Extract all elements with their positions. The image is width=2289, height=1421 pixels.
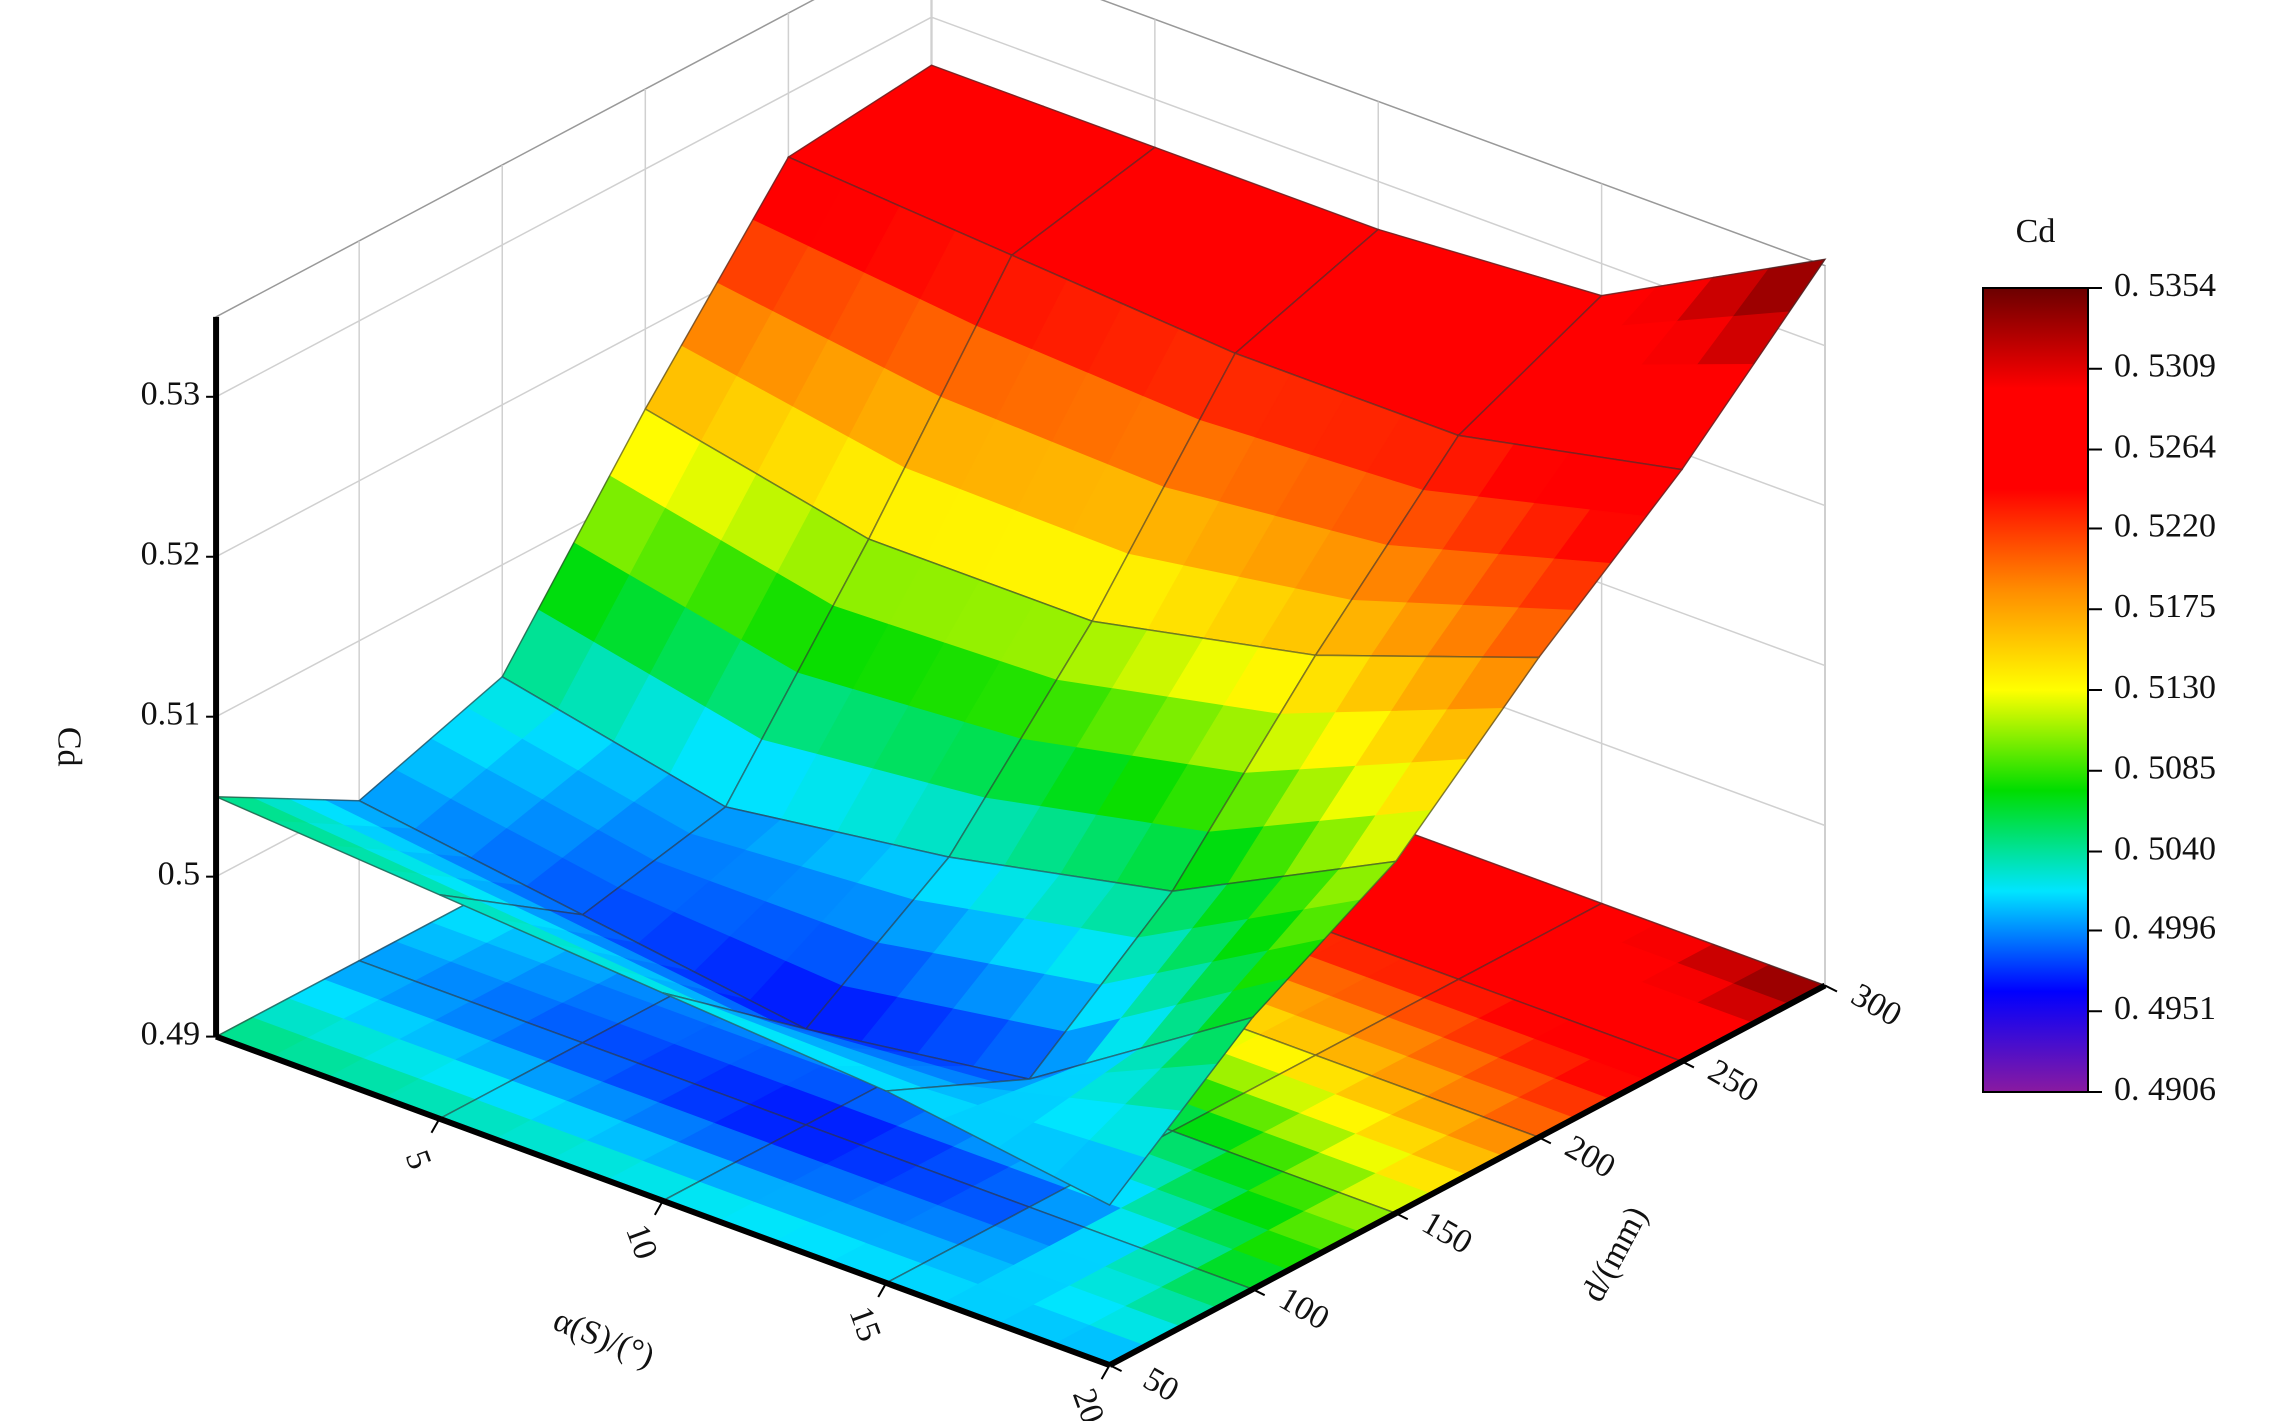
y-axis xyxy=(1108,982,1827,1368)
y-tick-label: 50 xyxy=(1137,1360,1185,1409)
y-tick xyxy=(1681,1060,1695,1069)
x-tick-label: 15 xyxy=(842,1302,888,1347)
z-axis-label: Cd xyxy=(50,727,87,767)
surface-quad xyxy=(501,407,870,808)
y-tick xyxy=(1824,984,1838,993)
x-tick-label: 10 xyxy=(618,1220,664,1265)
surface-quad xyxy=(1233,228,1604,437)
floor-quad xyxy=(1313,978,1684,1139)
y-tick xyxy=(1538,1136,1552,1145)
y-tick-label: 100 xyxy=(1273,1280,1336,1338)
surface-quad xyxy=(947,620,1317,893)
z-tick-label: 0.51 xyxy=(141,695,201,732)
z-tick-label: 0.49 xyxy=(141,1015,201,1052)
colorbar-title: Cd xyxy=(2016,213,2056,250)
colorbar-tick-label: 0. 5354 xyxy=(2114,267,2216,304)
surface-quad xyxy=(1456,258,1827,471)
surface xyxy=(215,64,1827,1207)
surface-quad xyxy=(883,1015,1255,1207)
surface-quad xyxy=(1010,146,1380,355)
floor-quad xyxy=(660,1124,1032,1284)
surface-quad xyxy=(662,992,1030,1092)
z-tick-label: 0.5 xyxy=(158,855,201,892)
surface-quad xyxy=(439,894,807,1030)
x-axis-label: α(S)/(°) xyxy=(548,1302,659,1376)
x-tick xyxy=(877,1282,888,1298)
y-axis-label: d/(mm) xyxy=(1575,1200,1656,1307)
colorbar-tick-label: 0. 5040 xyxy=(2114,830,2216,867)
floor-quad xyxy=(437,1041,808,1202)
y-tick xyxy=(1252,1288,1266,1297)
colorbar-tick-label: 0. 5264 xyxy=(2114,428,2216,465)
colorbar-tick-label: 0. 4906 xyxy=(2114,1071,2216,1108)
y-tick-label: 150 xyxy=(1416,1204,1479,1262)
colorbar-tick-label: 0. 5220 xyxy=(2114,507,2216,544)
colorbar-tick-label: 0. 4996 xyxy=(2114,909,2216,946)
z-tick-label: 0.53 xyxy=(141,376,201,413)
surface-quad xyxy=(644,156,1013,541)
colorbar-tick-label: 0. 5085 xyxy=(2114,750,2216,787)
x-tick xyxy=(653,1200,664,1216)
y-tick xyxy=(1109,1364,1123,1372)
colorbar-tick-label: 0. 5130 xyxy=(2114,669,2216,706)
y-tick xyxy=(1395,1212,1409,1221)
x-tick xyxy=(1100,1364,1111,1380)
y-tick-label: 200 xyxy=(1559,1128,1622,1186)
mesh-line xyxy=(883,1015,1255,1207)
y-tick-label: 250 xyxy=(1702,1052,1765,1110)
surface-quad xyxy=(1090,352,1460,657)
x-tick-label: 5 xyxy=(398,1145,439,1174)
surface-quad xyxy=(867,254,1237,623)
surface-quad xyxy=(357,675,727,916)
colorbar xyxy=(1982,287,2089,1093)
surface-quad xyxy=(215,795,583,916)
surface-quad xyxy=(1027,860,1398,1081)
y-tick-label: 300 xyxy=(1845,976,1908,1034)
colorbar-tick-label: 0. 5175 xyxy=(2114,588,2216,625)
surface-quad xyxy=(1170,654,1541,893)
colorbar-tick-label: 0. 4951 xyxy=(2114,990,2216,1027)
x-tick xyxy=(430,1118,441,1134)
surface-quad xyxy=(786,64,1157,257)
colorbar-tick-label: 0. 5309 xyxy=(2114,348,2216,385)
surface-quad xyxy=(724,538,1094,858)
x-tick-label: 20 xyxy=(1065,1384,1111,1421)
floor-quad xyxy=(214,959,585,1120)
z-tick-label: 0.52 xyxy=(141,536,201,573)
